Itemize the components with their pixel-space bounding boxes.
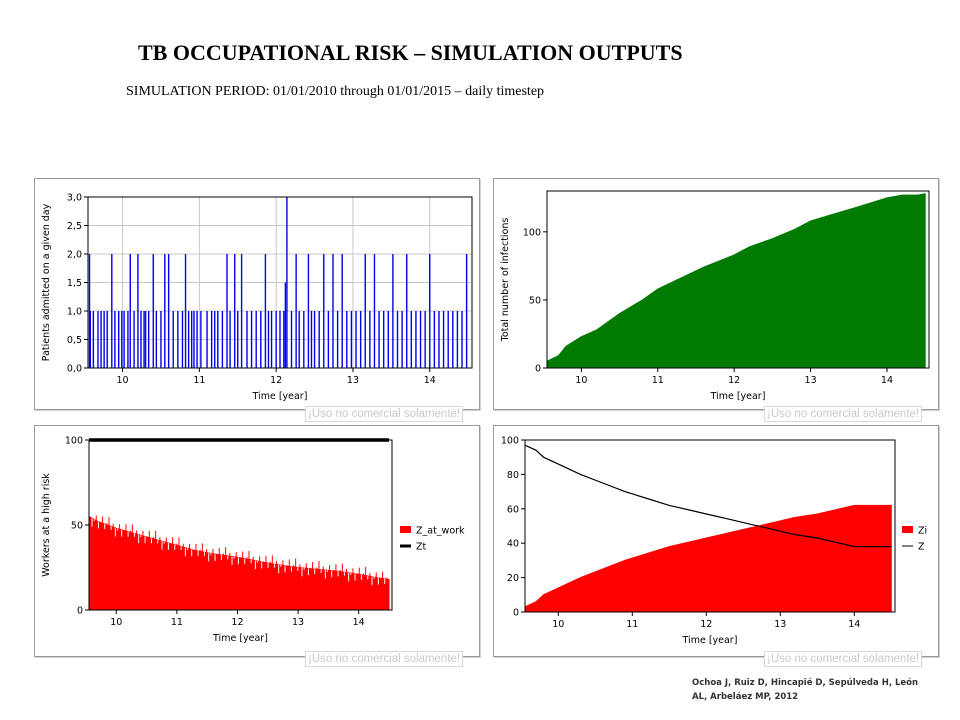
- page-title: TB OCCUPATIONAL RISK – SIMULATION OUTPUT…: [138, 40, 683, 65]
- plot-frame: [546, 190, 930, 369]
- y-tick-label: 50: [529, 295, 541, 306]
- x-tick-label: 10: [575, 375, 587, 386]
- y-tick-label: 0,5: [67, 335, 82, 346]
- legend-label: Z_at_work: [416, 526, 465, 537]
- legend-swatch: [902, 526, 913, 533]
- x-axis-label: Time [year]: [212, 633, 268, 644]
- plot-frame: [524, 439, 896, 613]
- x-tick-label: 12: [270, 375, 282, 386]
- x-tick-label: 14: [848, 619, 860, 630]
- chart-patients-admitted: 0,0 0,5 1,0 1,5 2,0 2,5 3,0 10 11 12 13 14 Time [yea…: [41, 193, 473, 402]
- legend-label: Zt: [416, 542, 427, 553]
- chart-zi-z: 0 20 40 60 80 100 10 11 12 13 14 Time [year] Zi Z: [501, 436, 927, 647]
- x-tick-label: 10: [552, 619, 564, 630]
- legend-label: Z: [918, 542, 925, 553]
- y-tick-label: 100: [523, 227, 541, 238]
- watermark: ¡Uso no comercial solamente!: [764, 406, 923, 422]
- x-tick-label: 13: [347, 375, 359, 386]
- y-tick-label: 0: [513, 608, 519, 619]
- x-tick-label: 12: [231, 617, 243, 628]
- x-tick-label: 14: [353, 617, 365, 628]
- legend-swatch: [400, 526, 411, 533]
- y-tick-label: 20: [507, 573, 519, 584]
- citation-credit: Ochoa J, Ruiz D, Hincapié D, Sepúlveda H…: [692, 678, 919, 702]
- x-tick-label: 12: [728, 375, 740, 386]
- y-tick-label: 3,0: [67, 193, 82, 204]
- y-axis-label: Patients admitted on a given day: [41, 203, 52, 361]
- y-tick-label: 1,5: [67, 278, 82, 289]
- x-axis-label: Time [year]: [682, 635, 738, 646]
- y-tick-label: 80: [507, 470, 519, 481]
- chart-panel-workers: 0 50 100 10 11 12 13 14 Time [year] Workers at a …: [34, 425, 480, 657]
- x-tick-label: 13: [805, 375, 817, 386]
- series-area-z-at-work: [88, 515, 390, 611]
- series-area-zi: [524, 504, 892, 613]
- chart-total-infections: 0 50 100 10 11 12 13 14 Time [year] Total number …: [500, 190, 930, 402]
- y-tick-label: 2,0: [67, 250, 82, 261]
- y-tick-label: 0,0: [67, 364, 82, 375]
- x-axis-label: Time [year]: [252, 391, 308, 402]
- y-axis-label: Workers at a high risk: [41, 473, 52, 577]
- x-tick-label: 10: [110, 617, 122, 628]
- y-tick-label: 100: [501, 436, 519, 447]
- x-tick-label: 13: [292, 617, 304, 628]
- x-tick-label: 14: [881, 375, 893, 386]
- chart-panel-patients: 0,0 0,5 1,0 1,5 2,0 2,5 3,0 10 11 12 13 14 Time [yea…: [34, 178, 480, 410]
- y-tick-label: 0: [77, 606, 83, 617]
- y-axis-label: Total number of infections: [500, 218, 511, 343]
- series-area: [546, 193, 926, 369]
- legend-label: Zi: [918, 526, 927, 537]
- y-tick-label: 0: [535, 364, 541, 375]
- watermark: ¡Uso no comercial solamente!: [305, 406, 464, 422]
- y-tick-label: 1,0: [67, 307, 82, 318]
- y-tick-label: 40: [507, 539, 519, 550]
- y-tick-label: 60: [507, 504, 519, 515]
- x-tick-label: 11: [652, 375, 664, 386]
- watermark: ¡Uso no comercial solamente!: [764, 651, 923, 667]
- x-axis-label: Time [year]: [710, 391, 766, 402]
- x-tick-label: 14: [424, 375, 436, 386]
- watermark: ¡Uso no comercial solamente!: [305, 651, 464, 667]
- y-tick-label: 2,5: [67, 221, 82, 232]
- simulation-period: SIMULATION PERIOD: 01/01/2010 through 01…: [126, 84, 545, 99]
- chart-panel-zi-z: 0 20 40 60 80 100 10 11 12 13 14 Time [year] Zi Z: [493, 425, 939, 657]
- x-tick-label: 11: [193, 375, 205, 386]
- x-tick-label: 10: [117, 375, 129, 386]
- chart-panel-infections: 0 50 100 10 11 12 13 14 Time [year] Total number …: [493, 178, 939, 410]
- x-tick-label: 11: [171, 617, 183, 628]
- y-tick-label: 50: [71, 521, 83, 532]
- chart-workers-at-high-risk: 0 50 100 10 11 12 13 14 Time [year] Workers at a …: [41, 436, 465, 645]
- y-tick-label: 100: [65, 436, 83, 447]
- x-tick-label: 13: [774, 619, 786, 630]
- x-tick-label: 11: [626, 619, 638, 630]
- series-line-z: [524, 444, 892, 548]
- x-tick-label: 12: [700, 619, 712, 630]
